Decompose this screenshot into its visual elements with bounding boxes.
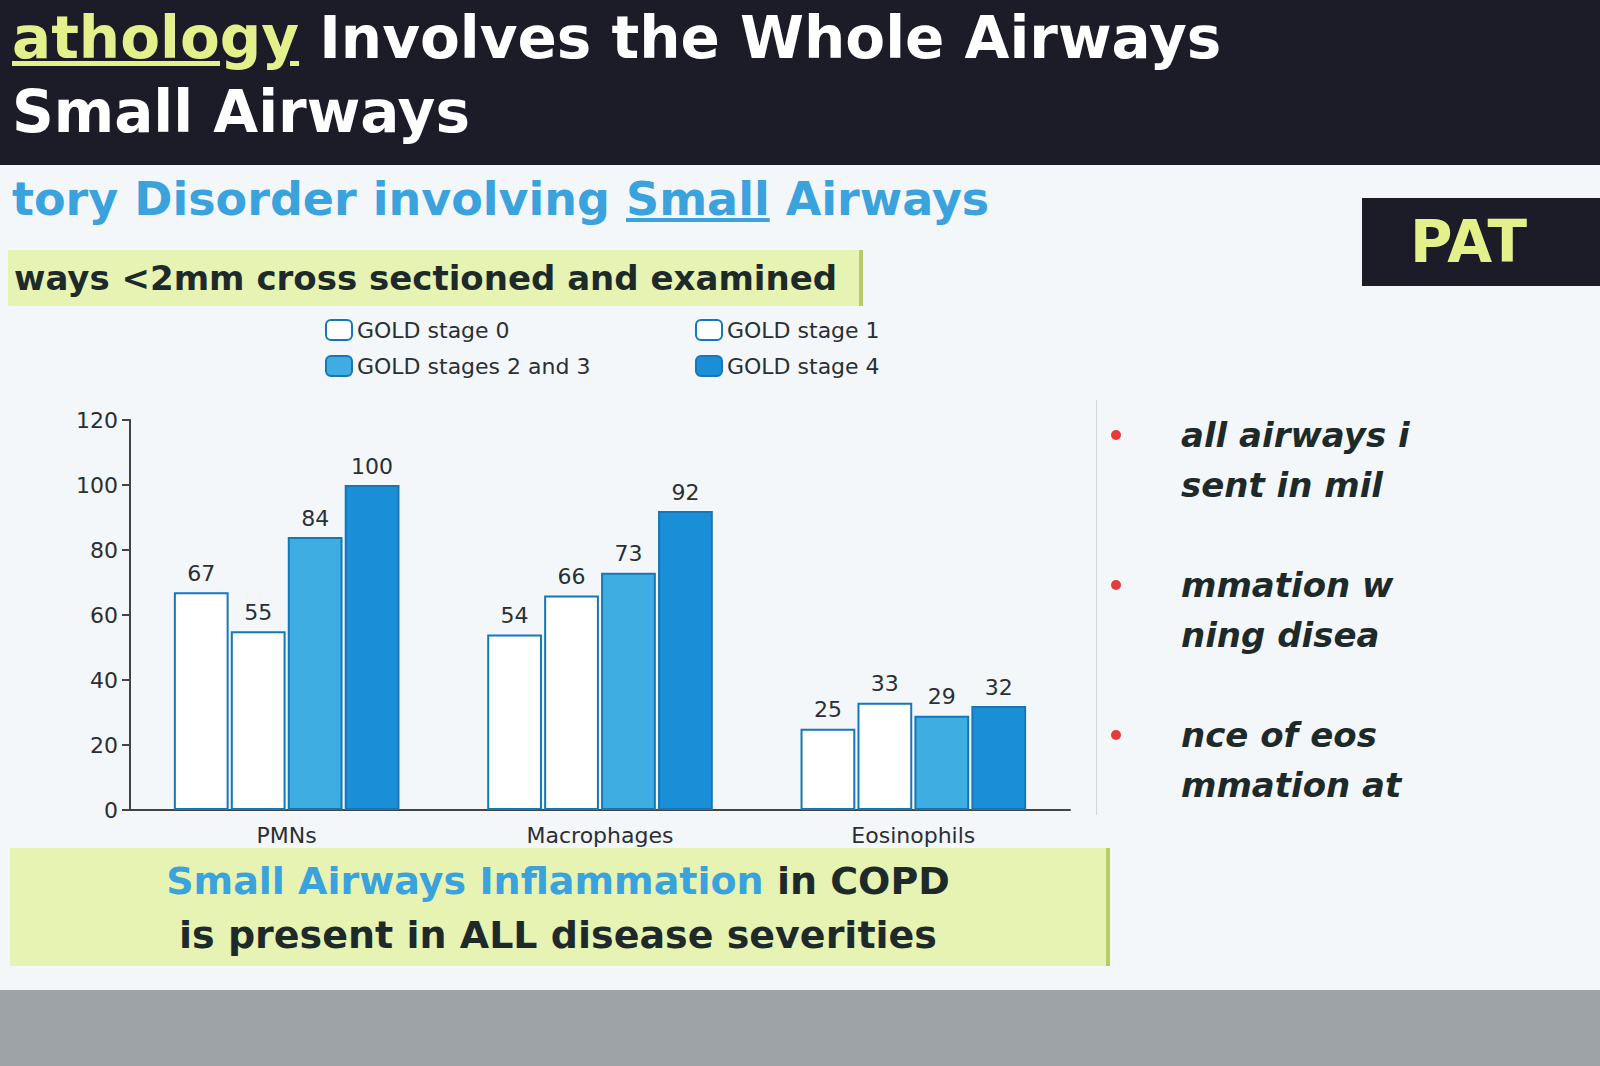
svg-text:Macrophages: Macrophages bbox=[527, 823, 674, 848]
svg-text:92: 92 bbox=[671, 480, 699, 505]
svg-text:29: 29 bbox=[928, 684, 956, 709]
html-text:athology Involves the Whole Ai: athology Involves the Whole Airways bbox=[12, 4, 1222, 72]
html-text:mmation w: mmation w bbox=[1181, 565, 1394, 605]
html-text:PAT: PAT bbox=[1410, 208, 1528, 276]
svg-text:120: 120 bbox=[76, 408, 118, 433]
html-text:all airways i: all airways i bbox=[1181, 415, 1410, 455]
svg-text:84: 84 bbox=[301, 506, 329, 531]
svg-text:80: 80 bbox=[90, 538, 118, 563]
html-text:Small Airways: Small Airways bbox=[12, 78, 470, 146]
html-text:ways <2mm cross sectioned and: ways <2mm cross sectioned and examined bbox=[14, 258, 838, 298]
svg-text:100: 100 bbox=[351, 454, 393, 479]
svg-text:66: 66 bbox=[558, 564, 586, 589]
html-text:Small Airways Inflammation in: Small Airways Inflammation in COPD bbox=[166, 859, 950, 903]
svg-text:20: 20 bbox=[90, 733, 118, 758]
svg-text:0: 0 bbox=[104, 798, 118, 823]
svg-text:GOLD stage 4: GOLD stage 4 bbox=[727, 354, 880, 379]
html-text:tory Disorder involving Small: tory Disorder involving Small Airways bbox=[12, 172, 990, 226]
svg-text:GOLD stages 2 and 3: GOLD stages 2 and 3 bbox=[357, 354, 590, 379]
svg-text:32: 32 bbox=[985, 675, 1013, 700]
html-text:mmation at: mmation at bbox=[1181, 765, 1402, 805]
svg-text:60: 60 bbox=[90, 603, 118, 628]
svg-text:Eosinophils: Eosinophils bbox=[851, 823, 975, 848]
html-text:sent in mil: sent in mil bbox=[1181, 465, 1383, 505]
svg-text:33: 33 bbox=[871, 671, 899, 696]
svg-text:67: 67 bbox=[187, 561, 215, 586]
svg-text:55: 55 bbox=[244, 600, 272, 625]
svg-text:73: 73 bbox=[614, 541, 642, 566]
svg-text:100: 100 bbox=[76, 473, 118, 498]
svg-text:40: 40 bbox=[90, 668, 118, 693]
svg-text:GOLD stage 1: GOLD stage 1 bbox=[727, 318, 880, 343]
html-text:is present in ALL disease seve: is present in ALL disease severities bbox=[179, 913, 937, 957]
html-text:nce of eos: nce of eos bbox=[1181, 715, 1377, 755]
svg-text:PMNs: PMNs bbox=[257, 823, 317, 848]
svg-text:54: 54 bbox=[501, 603, 529, 628]
html-text:ning disea: ning disea bbox=[1181, 615, 1380, 655]
svg-text:GOLD stage 0: GOLD stage 0 bbox=[357, 318, 510, 343]
svg-text:25: 25 bbox=[814, 697, 842, 722]
